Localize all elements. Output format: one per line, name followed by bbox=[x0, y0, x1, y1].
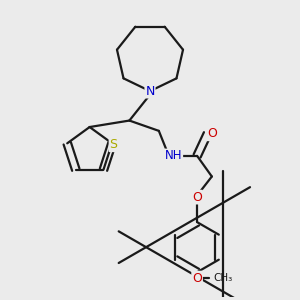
Text: NH: NH bbox=[165, 149, 182, 162]
Text: CH₃: CH₃ bbox=[213, 273, 232, 283]
Text: O: O bbox=[207, 127, 217, 140]
Text: O: O bbox=[192, 272, 202, 285]
Text: O: O bbox=[192, 190, 202, 204]
Text: N: N bbox=[145, 85, 155, 98]
Text: S: S bbox=[110, 138, 118, 151]
